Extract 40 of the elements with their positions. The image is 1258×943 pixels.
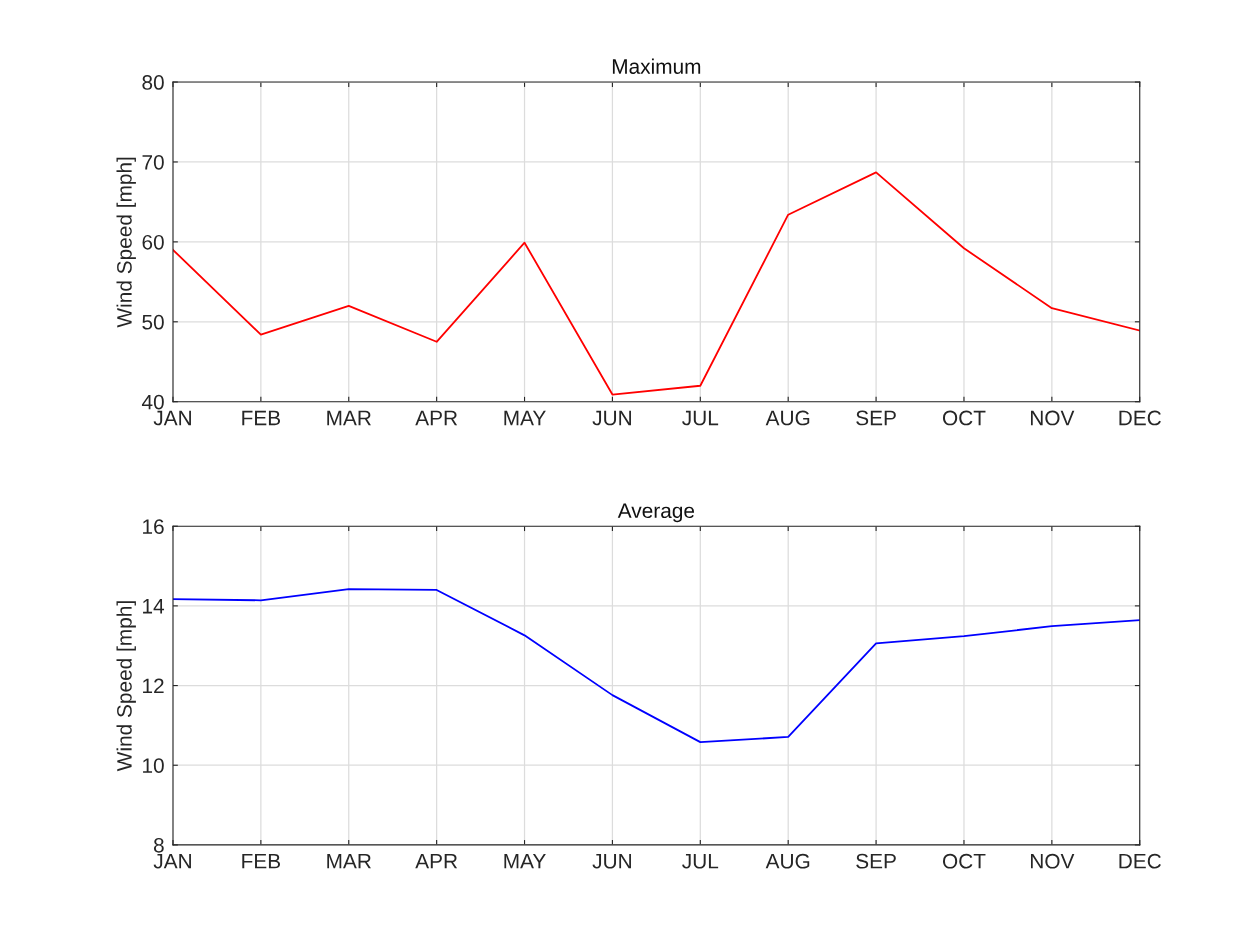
x-tick-label: JAN: [153, 854, 191, 869]
x-tick-label: DEC: [1119, 853, 1161, 869]
y-tick-label: 12: [143, 678, 164, 694]
x-tick-label: SEP: [856, 410, 896, 426]
x-tick-label: JUL: [682, 410, 719, 426]
chart-title: Average: [617, 503, 695, 523]
y-tick-label: 16: [143, 519, 164, 534]
x-tick-label: OCT: [942, 410, 986, 426]
y-tick-label: 60: [142, 234, 164, 250]
y-tick-label: 14: [143, 599, 165, 614]
x-tick-label: DEC: [1119, 410, 1161, 426]
y-tick-label: 80: [142, 75, 164, 90]
y-tick-label: 10: [143, 758, 164, 773]
x-tick-label: NOV: [1031, 853, 1075, 869]
x-tick-label: JUN: [592, 410, 631, 426]
line-series: [172, 588, 1140, 744]
y-tick-label: 50: [142, 314, 164, 330]
x-tick-label: MAR: [327, 854, 371, 869]
x-tick-label: AUG: [765, 410, 810, 426]
x-tick-label: FEB: [242, 854, 281, 869]
x-tick-label: NOV: [1031, 410, 1075, 426]
x-tick-label: APR: [415, 410, 458, 426]
y-tick-label: 70: [142, 154, 164, 170]
x-tick-label: JUL: [682, 854, 719, 869]
x-tick-label: FEB: [242, 410, 281, 426]
x-tick-label: OCT: [942, 853, 986, 869]
y-axis-title: Wind Speed [mph]: [116, 157, 136, 328]
x-tick-label: JAN: [153, 410, 191, 426]
chart-title: Maximum: [612, 58, 701, 74]
y-axis-title: Wind Speed [mph]: [116, 601, 136, 772]
x-tick-label: APR: [415, 854, 458, 869]
x-tick-label: MAY: [504, 410, 546, 426]
x-tick-label: MAY: [504, 854, 546, 869]
line-series: [172, 171, 1140, 396]
x-tick-label: AUG: [765, 853, 810, 869]
x-tick-label: JUN: [592, 854, 631, 869]
y-tick-label: 8: [153, 837, 164, 853]
x-tick-label: SEP: [856, 853, 896, 869]
x-tick-label: MAR: [327, 410, 371, 426]
y-tick-label: 40: [141, 394, 164, 410]
